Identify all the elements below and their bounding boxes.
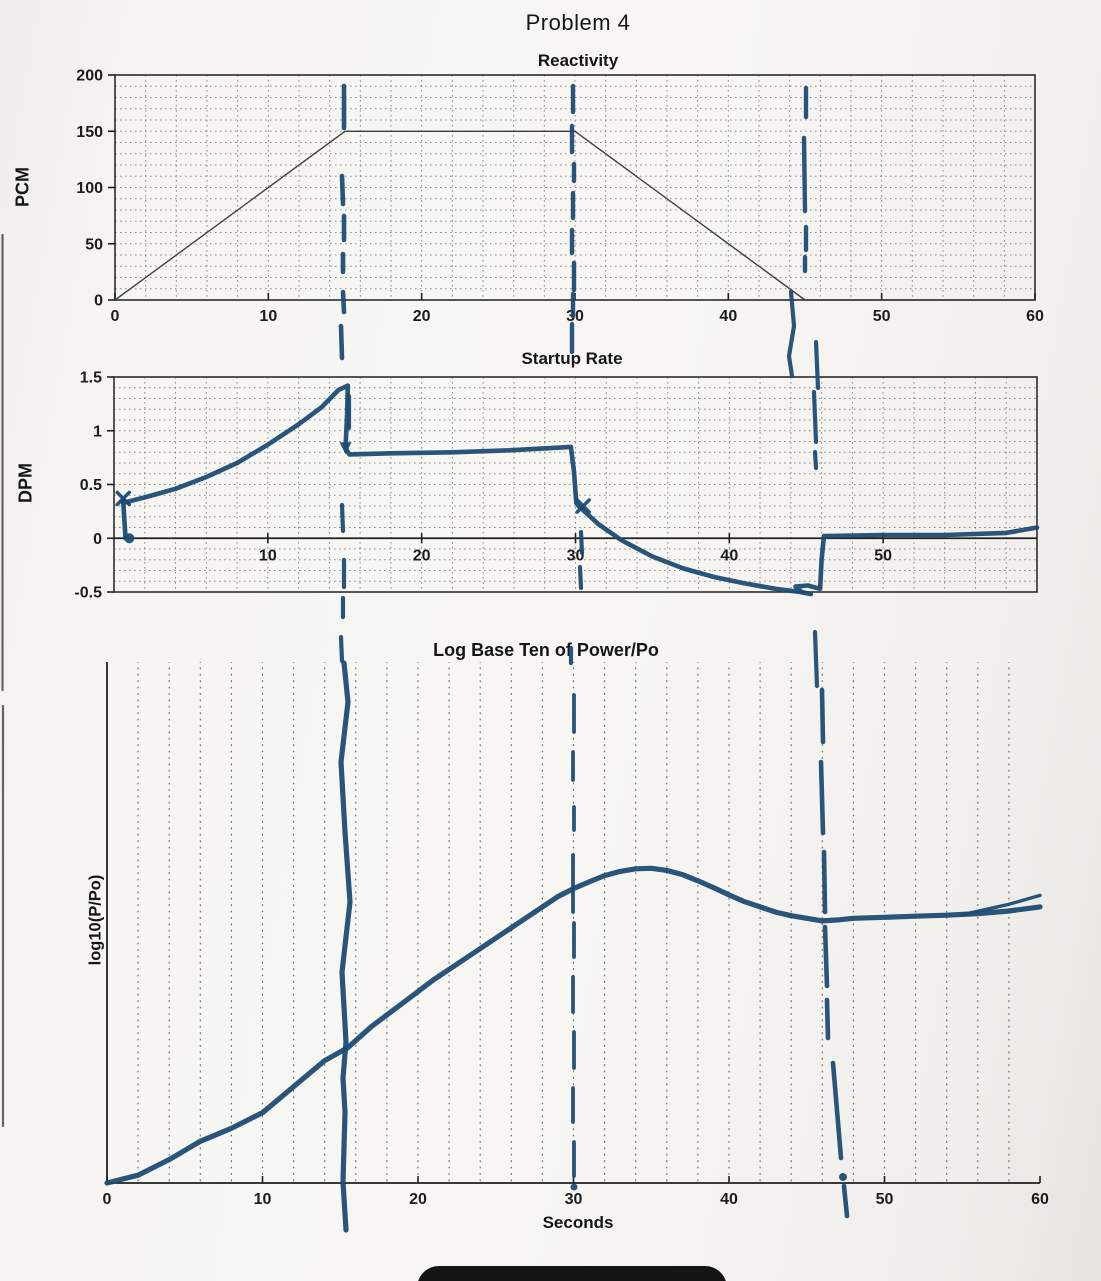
pen-arrowhead — [339, 442, 352, 455]
svg-text:50: 50 — [876, 1191, 894, 1208]
guide-46s-startup — [813, 339, 821, 391]
svg-text:1.5: 1.5 — [80, 370, 102, 387]
x-axis-label-seconds: Seconds — [542, 1213, 614, 1232]
guide-15s-startup — [339, 502, 346, 534]
svg-text:60: 60 — [1026, 308, 1044, 325]
svg-text:200: 200 — [76, 68, 103, 85]
guide-46s-startup — [812, 449, 819, 471]
pen-dot-mark — [124, 533, 135, 544]
svg-text:50: 50 — [873, 308, 891, 325]
svg-text:0: 0 — [94, 293, 103, 310]
svg-text:0: 0 — [103, 1191, 112, 1208]
svg-text:-0.5: -0.5 — [74, 585, 102, 602]
svg-text:60: 60 — [1031, 1191, 1049, 1208]
guide-46s-startup — [812, 629, 820, 689]
svg-text:0.5: 0.5 — [80, 477, 102, 494]
guide-15s-reactivity — [338, 323, 345, 361]
svg-text:30: 30 — [565, 1191, 583, 1208]
guide-46s-logpower — [818, 759, 826, 836]
svg-text:20: 20 — [413, 308, 431, 325]
svg-text:50: 50 — [874, 547, 892, 564]
guide-46s-logpower — [821, 849, 828, 915]
guide-46s-logpower — [824, 997, 831, 1041]
svg-text:10: 10 — [259, 308, 277, 325]
chart-title-log-power: Log Base Ten of Power/Po — [433, 640, 659, 660]
reactivity-printed-trapezoid — [114, 130, 1035, 301]
svg-text:1: 1 — [93, 423, 102, 440]
svg-text:10: 10 — [254, 1191, 272, 1208]
guide-15s-startup — [338, 634, 345, 664]
log-power-pen-retrace — [960, 893, 1042, 917]
guide-45s-reactivity — [801, 135, 808, 214]
startup-rate-plot: -0.500.511.510 20 30 40 50 — [74, 370, 1040, 602]
guide-15s-logpower — [338, 660, 353, 1233]
guide-15s-reactivity — [340, 289, 347, 315]
svg-text:50: 50 — [85, 236, 103, 253]
page-title: Problem 4 — [525, 10, 631, 35]
guide-30s-logpower-dot — [570, 1183, 578, 1191]
guide-46s-logpower — [822, 924, 830, 989]
guide-46s-logpower-dot — [839, 1173, 847, 1181]
guide-46s-logpower — [830, 1060, 844, 1161]
guide-30s-startup — [577, 564, 584, 591]
chart-title-reactivity: Reactivity — [537, 51, 619, 70]
guide-15s-reactivity — [339, 173, 346, 207]
svg-text:0: 0 — [111, 308, 120, 325]
guide-46s-logpower — [819, 687, 826, 745]
svg-text:20: 20 — [413, 547, 431, 564]
svg-text:0: 0 — [93, 531, 102, 548]
startup-rate-pen-initial-jump — [120, 498, 128, 541]
svg-text:10: 10 — [259, 547, 277, 564]
pen-annotations — [338, 83, 850, 1233]
guide-46s-startup — [811, 389, 819, 445]
bottom-panel-fragment[interactable] — [417, 1266, 727, 1281]
startup-rate-pen-curve — [120, 383, 1040, 597]
svg-text:40: 40 — [720, 1191, 738, 1208]
svg-text:40: 40 — [720, 547, 738, 564]
guide-45s-gap — [786, 289, 797, 379]
guide-46s-logpower — [841, 1183, 850, 1219]
log-power-plot: 0 10 20 30 40 50 60 — [103, 662, 1049, 1208]
log-power-pen-curve — [104, 865, 1043, 1186]
svg-text:150: 150 — [76, 124, 103, 141]
svg-text:20: 20 — [409, 1191, 427, 1208]
chart-title-startup-rate: Startup Rate — [521, 349, 623, 368]
svg-text:40: 40 — [719, 308, 737, 325]
guide-30s-startup — [578, 529, 585, 556]
svg-text:100: 100 — [76, 180, 103, 197]
